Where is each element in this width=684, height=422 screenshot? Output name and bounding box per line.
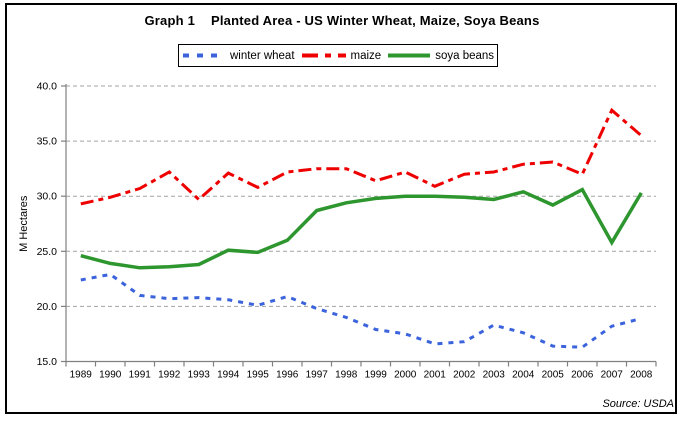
x-axis-label: 2008 [630, 370, 653, 381]
y-axis-label: 40.0 [37, 81, 58, 93]
x-axis-label: 2001 [424, 370, 447, 381]
legend-label-maize: maize [350, 49, 382, 62]
x-axis-label: 1997 [306, 370, 329, 381]
x-axis-label: 2000 [394, 370, 417, 381]
legend-label-soya-beans: soya beans [435, 49, 495, 62]
x-axis-label: 1989 [70, 370, 93, 381]
y-axis-label: 30.0 [37, 191, 58, 203]
legend-item-soya-beans: soya beans [387, 50, 494, 62]
x-axis-label: 2006 [571, 370, 594, 381]
x-axis-label: 2007 [601, 370, 624, 381]
x-axis-label: 1992 [158, 370, 181, 381]
y-axis-label: 35.0 [37, 136, 58, 148]
series-line-soya-beans [80, 187, 643, 270]
y-axis-title: M Hectares [18, 195, 30, 252]
x-axis-label: 1994 [217, 370, 240, 381]
x-axis-label: 2005 [542, 370, 565, 381]
source-note: Source: USDA [602, 398, 674, 410]
legend-label-winter-wheat: winter wheat [229, 49, 295, 62]
x-axis-label: 2004 [512, 370, 535, 381]
series-line-winter-wheat [80, 272, 642, 349]
x-axis-label: 1993 [188, 370, 211, 381]
x-axis-label: 1995 [247, 370, 270, 381]
legend-item-winter-wheat: winter wheat [182, 50, 295, 62]
x-axis-label: 1999 [365, 370, 388, 381]
series-line-maize [80, 107, 643, 206]
x-axis-label: 1996 [276, 370, 299, 381]
chart-border [5, 3, 677, 414]
chart-title-number: Graph 1 [144, 13, 195, 28]
y-axis-label: 25.0 [37, 246, 58, 258]
x-axis-label: 2002 [453, 370, 476, 381]
dash-dot-line-icon [301, 53, 346, 58]
x-axis-label: 2003 [483, 370, 506, 381]
y-axis-label: 15.0 [37, 356, 58, 368]
chart-legend: winter wheat maize soya beans [178, 44, 498, 67]
legend-item-maize: maize [301, 49, 382, 62]
x-axis-label: 1991 [129, 370, 152, 381]
solid-line-icon [388, 53, 431, 58]
chart-title-text: Planted Area - US Winter Wheat, Maize, S… [211, 13, 540, 28]
chart-title: Graph 1 Planted Area - US Winter Wheat, M… [0, 13, 684, 28]
y-axis-label: 20.0 [37, 301, 58, 313]
x-axis-label: 1990 [99, 370, 122, 381]
x-axis-label: 1998 [335, 370, 358, 381]
